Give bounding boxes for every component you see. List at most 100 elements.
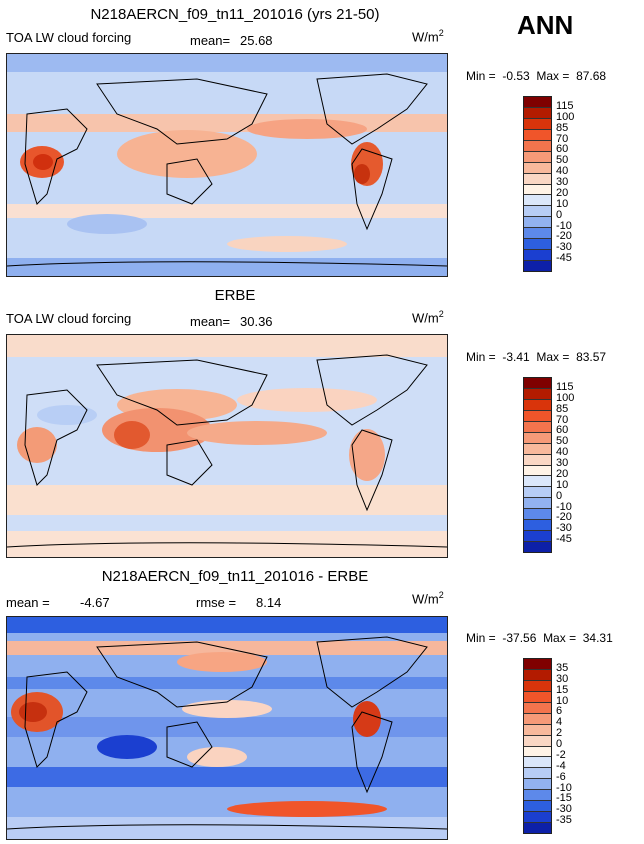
colorbar-swatch	[524, 691, 551, 703]
colorbar-swatch	[524, 184, 551, 196]
colorbar-tick-label: 70	[556, 132, 569, 145]
colorbar-swatch	[524, 680, 551, 692]
panel2-minmax: Min = -3.41 Max = 83.57	[466, 350, 607, 364]
colorbar-swatch	[524, 399, 551, 411]
panel1-minmax: Min = -0.53 Max = 87.68	[466, 69, 607, 83]
colorbar-swatch	[524, 388, 551, 400]
panel3-title: N218AERCN_f09_tn11_201016 - ERBE	[101, 568, 369, 585]
panel3-rmse-label: rmse =	[196, 595, 237, 610]
colorbar-tick-label: 15	[556, 683, 569, 696]
panel3-map	[6, 616, 448, 840]
colorbar-tick-label: -10	[556, 781, 572, 794]
colorbar-tick-label: 100	[556, 391, 575, 404]
colorbar-tick-label: 70	[556, 413, 569, 426]
panel3-rmse-value: 8.14	[256, 595, 282, 610]
colorbar-tick-label: -6	[556, 770, 566, 783]
panel2-mean-label: mean=	[190, 314, 231, 329]
panel1-map-field	[7, 54, 447, 276]
colorbar-swatch	[524, 735, 551, 747]
panel3-mean-label: mean =	[6, 595, 50, 610]
colorbar-swatch	[524, 531, 551, 543]
panel1-map	[6, 53, 448, 277]
colorbar-swatch	[524, 250, 551, 262]
panel2-field-label: TOA LW cloud forcing	[6, 311, 132, 326]
panel2-colorbar	[523, 377, 552, 553]
colorbar-swatch	[524, 498, 551, 510]
colorbar-swatch	[524, 378, 551, 389]
colorbar-tick-label: 0	[556, 738, 563, 750]
colorbar-swatch	[524, 812, 551, 824]
colorbar-tick-label: 60	[556, 424, 569, 437]
season-label: ANN	[517, 10, 574, 40]
colorbar-tick-label: -20	[556, 511, 572, 524]
colorbar-swatch	[524, 151, 551, 163]
panel1-unit: W/m2	[412, 28, 444, 45]
colorbar-swatch	[524, 261, 551, 271]
colorbar-swatch	[524, 779, 551, 791]
panel3-colorbar-labels: 35 30 15 10 6 4 2 0 -2 -4 -6 -10 -15 -30 -35	[556, 658, 596, 832]
colorbar-swatch	[524, 790, 551, 802]
colorbar-tick-label: 115	[556, 99, 574, 112]
panel1-field-label: TOA LW cloud forcing	[6, 30, 132, 45]
colorbar-tick-label: 10	[556, 694, 569, 707]
panel3-mean-value: -4.67	[80, 595, 110, 610]
panel3-minmax: Min = -37.56 Max = 34.31	[466, 631, 613, 645]
colorbar-tick-label: 35	[556, 661, 569, 674]
colorbar-swatch	[524, 757, 551, 769]
colorbar-swatch	[524, 454, 551, 466]
colorbar-tick-label: 20	[556, 467, 569, 480]
panel2-map-field	[7, 335, 447, 557]
panel2-colorbar-labels: 115 100 85 70 60 50 40 30 20 10 0 -10 -20 -30 -45	[556, 377, 596, 551]
colorbar-swatch	[524, 702, 551, 714]
colorbar-tick-label: 2	[556, 727, 563, 740]
colorbar-swatch	[524, 724, 551, 736]
colorbar-tick-label: -35	[556, 814, 572, 827]
colorbar-swatch	[524, 410, 551, 422]
panel2-unit: W/m2	[412, 309, 444, 326]
panel3-colorbar	[523, 658, 552, 834]
colorbar-swatch	[524, 443, 551, 455]
colorbar-swatch	[524, 465, 551, 477]
colorbar-tick-label: -30	[556, 522, 572, 535]
colorbar-swatch	[524, 228, 551, 240]
colorbar-tick-label: -45	[556, 533, 572, 546]
colorbar-swatch	[524, 421, 551, 433]
colorbar-swatch	[524, 173, 551, 185]
colorbar-tick-label: -30	[556, 803, 572, 816]
colorbar-tick-label: 115	[556, 380, 574, 393]
colorbar-tick-label: 10	[556, 478, 569, 491]
colorbar-tick-label: 40	[556, 446, 569, 459]
panel1-colorbar	[523, 96, 552, 272]
colorbar-tick-label: 4	[556, 716, 563, 729]
colorbar-swatch	[524, 801, 551, 813]
colorbar-tick-label: 100	[556, 110, 575, 123]
colorbar-swatch	[524, 118, 551, 130]
colorbar-tick-label: 40	[556, 165, 569, 178]
colorbar-swatch	[524, 476, 551, 488]
panel3-map-field	[7, 617, 447, 839]
panel3-unit: W/m2	[412, 590, 444, 607]
colorbar-swatch	[524, 206, 551, 218]
colorbar-swatch	[524, 217, 551, 229]
panel1-colorbar-labels: 115 100 85 70 60 50 40 30 20 10 0 -10 -20 -30 -45	[556, 96, 596, 270]
colorbar-tick-label: 85	[556, 121, 569, 134]
colorbar-swatch	[524, 107, 551, 119]
colorbar-tick-label: -30	[556, 241, 572, 254]
colorbar-tick-label: -45	[556, 252, 572, 265]
colorbar-tick-label: -2	[556, 748, 566, 761]
colorbar-swatch	[524, 509, 551, 521]
colorbar-tick-label: 20	[556, 186, 569, 199]
colorbar-swatch	[524, 162, 551, 174]
panel1-title: N218AERCN_f09_tn11_201016 (yrs 21-50)	[90, 6, 380, 23]
panel2-title: ERBE	[214, 287, 256, 304]
colorbar-tick-label: 0	[556, 208, 563, 221]
colorbar-tick-label: 0	[556, 489, 563, 502]
panel1-mean-label: mean=	[190, 33, 231, 48]
colorbar-swatch	[524, 97, 551, 108]
panel1-mean-value: 25.68	[240, 33, 273, 48]
colorbar-tick-label: -10	[556, 219, 572, 232]
colorbar-swatch	[524, 659, 551, 670]
colorbar-tick-label: 60	[556, 143, 569, 156]
colorbar-tick-label: -15	[556, 792, 572, 805]
colorbar-swatch	[524, 129, 551, 141]
